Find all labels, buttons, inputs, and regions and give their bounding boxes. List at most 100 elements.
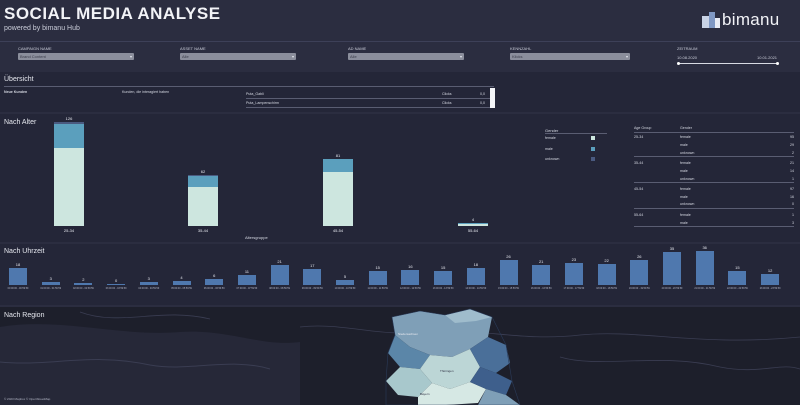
time-bar-value-label: 15 bbox=[735, 264, 740, 270]
time-bar-value-label: 12 bbox=[767, 267, 773, 273]
time-tick-label: 20:00:00 - 20:59:59 bbox=[661, 287, 683, 290]
time-bar[interactable] bbox=[728, 270, 747, 285]
time-tick-label: 13:00:00 - 13:59:59 bbox=[432, 287, 454, 290]
date-slider-start-handle[interactable] bbox=[677, 62, 680, 65]
time-bar-value-label: 17 bbox=[310, 262, 315, 268]
table-value: 1 bbox=[792, 212, 794, 217]
time-bar[interactable] bbox=[74, 283, 93, 285]
table-age-group: 25-34 bbox=[634, 135, 644, 139]
time-bar[interactable] bbox=[107, 284, 126, 285]
time-tick-label: 16:00:00 - 16:59:59 bbox=[530, 287, 552, 290]
region-map[interactable]: Niedersachsen Thüringen Bayern bbox=[0, 307, 800, 405]
time-bar[interactable] bbox=[499, 260, 518, 285]
age-bar-segment-female[interactable] bbox=[458, 223, 488, 226]
time-bar-value-label: 3 bbox=[147, 276, 150, 282]
date-range-label: ZEITRAUM bbox=[677, 46, 698, 51]
page-title: SOCIAL MEDIA ANALYSE bbox=[4, 4, 221, 23]
time-bar[interactable] bbox=[663, 251, 681, 285]
overview-interacted: Kunden, die interagiert haben bbox=[122, 90, 170, 94]
table-gender: unknown bbox=[680, 150, 695, 155]
filter-asset-label: ASSET NAME bbox=[180, 46, 206, 51]
legend-female-swatch[interactable] bbox=[591, 136, 595, 140]
map-credits: © 2023 Mapbox © OpenStreetMap bbox=[4, 397, 51, 401]
time-bar[interactable] bbox=[41, 282, 60, 285]
age-bar-segment-male[interactable] bbox=[323, 159, 353, 173]
time-bar[interactable] bbox=[401, 269, 420, 285]
table-gender: unknown bbox=[680, 176, 695, 181]
svg-text:Niedersachsen: Niedersachsen bbox=[398, 332, 418, 336]
time-bar[interactable] bbox=[597, 264, 616, 285]
time-bar-value-label: 26 bbox=[506, 254, 511, 260]
time-bar[interactable] bbox=[434, 270, 453, 285]
table-gender: male bbox=[680, 194, 688, 199]
filter-asset-select[interactable]: Alle ▾ bbox=[180, 53, 296, 60]
table-value: 2 bbox=[792, 150, 794, 155]
age-bar-segment-female[interactable] bbox=[54, 147, 84, 226]
legend-male-swatch[interactable] bbox=[591, 147, 595, 151]
time-bar[interactable] bbox=[205, 279, 224, 285]
time-bar[interactable] bbox=[172, 281, 191, 285]
time-bar-value-label: 16 bbox=[408, 263, 413, 269]
time-bar-value-label: 3 bbox=[49, 276, 52, 282]
time-bar[interactable] bbox=[630, 260, 649, 285]
time-tick-label: 15:00:00 - 15:59:59 bbox=[498, 287, 519, 290]
age-bar-segment-male[interactable] bbox=[458, 222, 488, 224]
time-bar[interactable] bbox=[139, 282, 158, 285]
time-bar-value-label: 21 bbox=[277, 259, 282, 265]
filter-ad-label: AD NAME bbox=[348, 46, 367, 51]
age-bar-segment-female[interactable] bbox=[188, 187, 218, 226]
age-bar-segment-unknown[interactable] bbox=[54, 122, 84, 124]
time-bar[interactable] bbox=[9, 268, 27, 285]
time-bar[interactable] bbox=[564, 263, 583, 285]
time-bar-value-label: 21 bbox=[538, 259, 544, 265]
chevron-down-icon: ▾ bbox=[459, 54, 462, 59]
filter-campaign-value: Brand Content bbox=[20, 54, 46, 59]
overview-divider bbox=[4, 86, 494, 87]
overview-row-metric: Clicks bbox=[442, 92, 452, 96]
legend-unknown-swatch[interactable] bbox=[591, 157, 595, 161]
overview-row-name: Puta_Gabli bbox=[246, 92, 264, 96]
time-tick-label: 00:00:00 - 00:59:59 bbox=[7, 287, 29, 290]
time-bar-value-label: 22 bbox=[604, 258, 609, 264]
time-tick-label: 07:00:00 - 07:59:59 bbox=[236, 287, 258, 290]
time-bar[interactable] bbox=[532, 265, 551, 285]
date-slider-end-handle[interactable] bbox=[776, 62, 779, 65]
date-end: 10.01.2021 bbox=[757, 55, 778, 60]
table-age-group: 45-54 bbox=[634, 186, 644, 191]
time-tick-label: 08:00:00 - 08:59:59 bbox=[269, 287, 290, 290]
time-bar[interactable] bbox=[761, 273, 780, 285]
time-bar[interactable] bbox=[466, 268, 485, 285]
filter-campaign-label: CAMPAIGN NAME bbox=[18, 46, 52, 51]
age-bar-segment-male[interactable] bbox=[54, 123, 84, 148]
bimanu-logo-icon bbox=[702, 12, 720, 28]
filter-kennzahl-select[interactable]: Klicks ▾ bbox=[510, 53, 630, 60]
age-gender-table: Age Group Gender 25-34 female 95 male 29 unknow… bbox=[634, 126, 796, 234]
filter-ad-select[interactable]: Alle ▾ bbox=[348, 53, 464, 60]
age-bar-segment-female[interactable] bbox=[323, 172, 353, 226]
age-bar-segment-male[interactable] bbox=[188, 175, 218, 188]
time-bar[interactable] bbox=[336, 280, 354, 285]
age-bar-segment-unknown[interactable] bbox=[188, 174, 218, 176]
time-tick-label: 11:00:00 - 11:59:59 bbox=[367, 287, 388, 290]
age-category-label: 45-54 bbox=[332, 228, 344, 233]
time-bar[interactable] bbox=[368, 270, 387, 285]
filter-campaign-select[interactable]: Brand Content ▾ bbox=[18, 53, 134, 60]
table-header-gender: Gender bbox=[680, 126, 692, 130]
overview-scrollbar[interactable] bbox=[490, 88, 495, 108]
time-bar[interactable] bbox=[695, 251, 714, 285]
table-value: 97 bbox=[790, 186, 794, 191]
time-bar[interactable] bbox=[270, 265, 289, 285]
time-bar[interactable] bbox=[303, 268, 322, 285]
time-bar-value-label: 15 bbox=[440, 264, 446, 270]
time-bar[interactable] bbox=[237, 274, 256, 285]
age-x-axis-label: Altersgruppe bbox=[245, 235, 268, 240]
time-bar-value-label: 0 bbox=[114, 278, 118, 284]
time-bar-value-label: 15 bbox=[375, 264, 380, 270]
chevron-down-icon: ▾ bbox=[625, 54, 628, 59]
time-bar-value-label: 4 bbox=[180, 275, 183, 281]
date-slider-track[interactable] bbox=[678, 63, 778, 64]
time-section-title: Nach Uhrzeit bbox=[4, 248, 45, 255]
time-tick-label: 03:00:00 - 03:59:59 bbox=[105, 287, 127, 290]
table-age-group: 55-64 bbox=[634, 212, 644, 217]
age-category-label: 25-34 bbox=[63, 228, 75, 233]
